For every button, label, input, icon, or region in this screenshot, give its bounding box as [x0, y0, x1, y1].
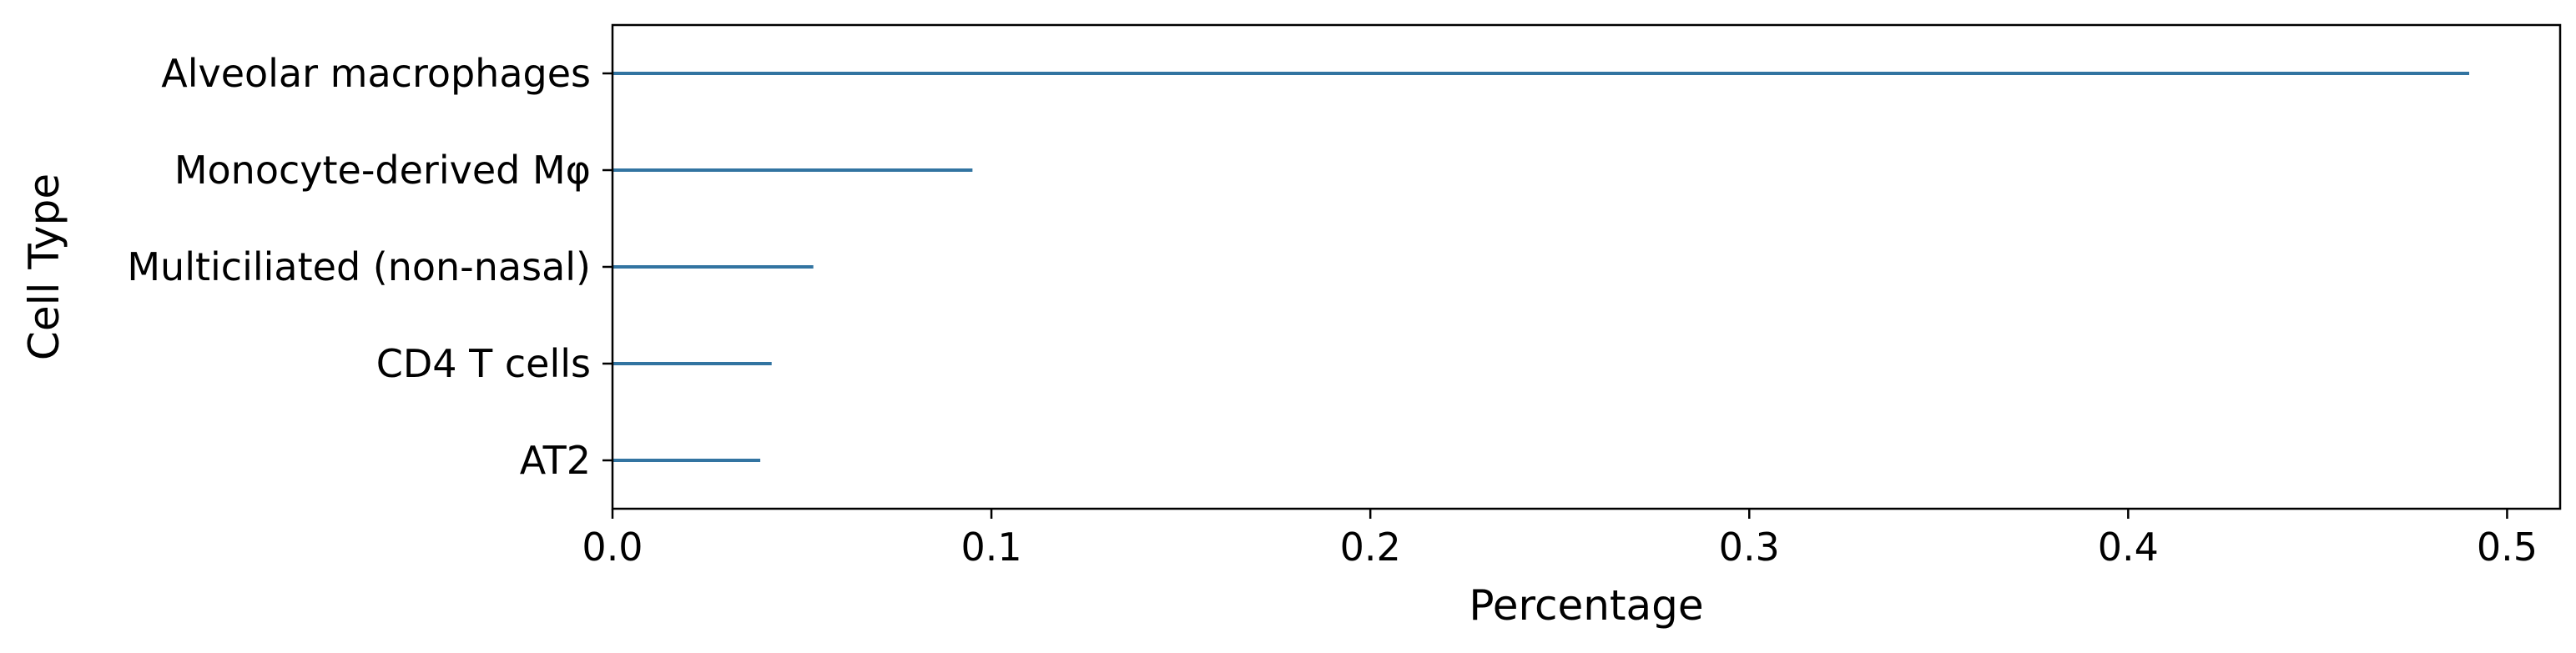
y-axis-ticks: Alveolar macrophages Monocyte-derived Mφ M…	[127, 51, 612, 483]
bars-group	[612, 72, 2470, 462]
x-axis-ticks: 0.0 0.1 0.2 0.3 0.4 0.5	[582, 509, 2538, 570]
bar	[612, 72, 2470, 75]
y-tick-label: AT2	[520, 438, 591, 483]
plot-frame	[611, 23, 2562, 510]
y-axis-label: Cell Type	[20, 173, 68, 360]
bar	[612, 265, 814, 269]
x-tick-label: 0.3	[1719, 525, 1780, 570]
y-tick-label: Multiciliated (non-nasal)	[127, 244, 591, 289]
y-tick-label: Alveolar macrophages	[161, 51, 591, 96]
bar	[612, 168, 973, 172]
x-tick-label: 0.0	[582, 525, 643, 570]
x-tick-label: 0.2	[1340, 525, 1401, 570]
bar	[612, 362, 772, 365]
x-tick-label: 0.5	[2477, 525, 2538, 570]
y-tick-label: CD4 T cells	[376, 341, 591, 386]
y-tick-label: Monocyte-derived Mφ	[174, 148, 591, 193]
x-tick-label: 0.4	[2098, 525, 2159, 570]
x-tick-label: 0.1	[961, 525, 1022, 570]
x-axis-label: Percentage	[1469, 581, 1703, 630]
bar	[612, 459, 761, 462]
